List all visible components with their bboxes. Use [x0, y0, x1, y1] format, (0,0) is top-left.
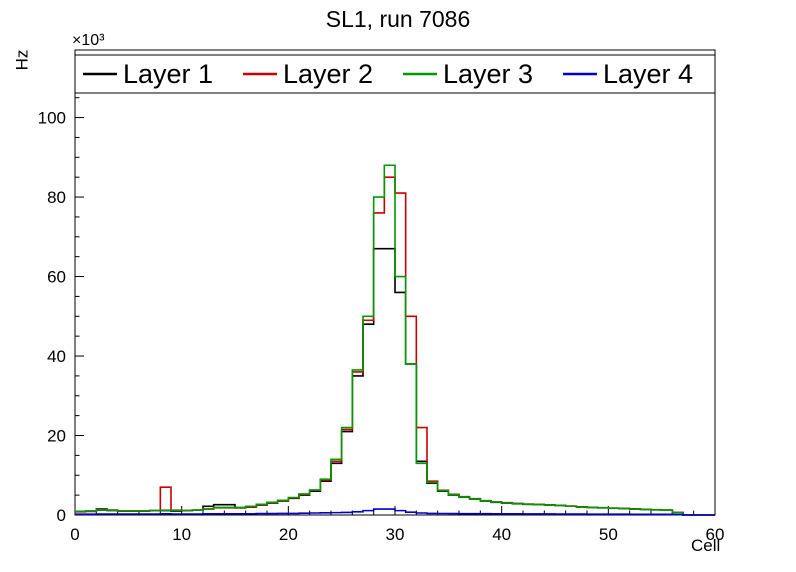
y-axis-tick-label: 80 — [47, 188, 66, 207]
x-axis-tick-label: 60 — [706, 525, 725, 544]
x-axis-label: Cell — [691, 536, 721, 555]
legend-label: Layer 1 — [123, 59, 213, 89]
legend-label: Layer 2 — [283, 59, 373, 89]
x-axis-tick-label: 20 — [279, 525, 298, 544]
chart-title: SL1, run 7086 — [325, 6, 471, 32]
y-axis-tick-label: 100 — [38, 109, 66, 128]
x-axis-tick-label: 50 — [599, 525, 618, 544]
y-axis-multiplier: ×10³ — [72, 32, 105, 49]
series-layer-3-line — [75, 164, 715, 516]
y-axis-tick-label: 40 — [47, 347, 66, 366]
y-axis-label: Hz — [12, 49, 32, 71]
legend-box — [74, 54, 716, 94]
legend-label: Layer 4 — [603, 59, 693, 89]
x-axis-tick-label: 40 — [492, 525, 511, 544]
x-axis-tick-label: 30 — [386, 525, 405, 544]
y-axis-tick-label: 60 — [47, 268, 66, 287]
x-axis-tick-label: 0 — [70, 525, 79, 544]
y-axis-tick-label: 0 — [57, 506, 66, 525]
legend-label: Layer 3 — [443, 59, 533, 89]
series-layer-4-line — [75, 508, 715, 516]
series-layer-1-line — [75, 247, 715, 516]
y-axis-tick-label: 20 — [47, 427, 66, 446]
x-axis-tick-label: 10 — [172, 525, 191, 544]
